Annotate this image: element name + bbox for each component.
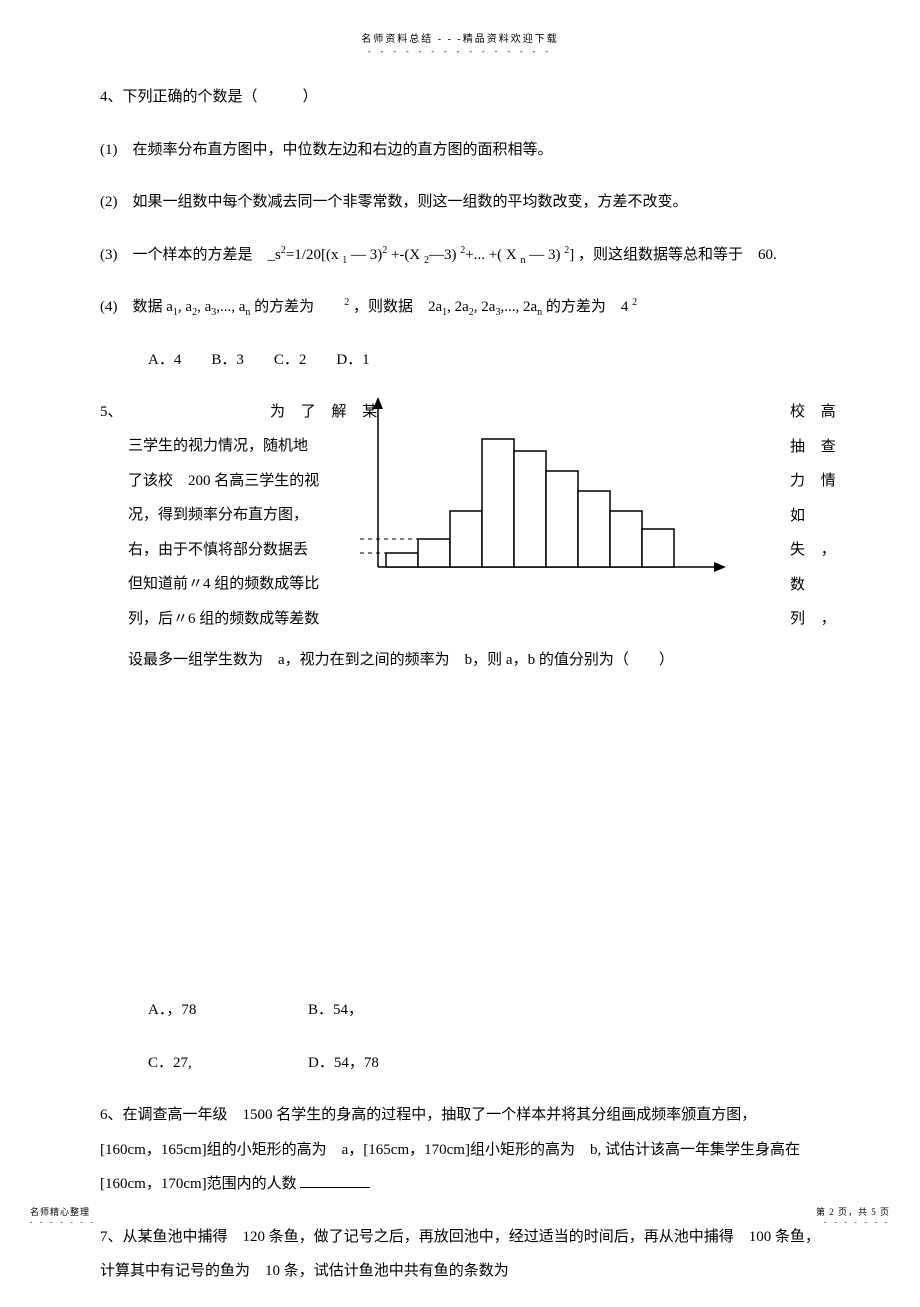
q4-stem: 4、下列正确的个数是（ ） <box>100 80 820 115</box>
q5-r4: 失 ， <box>790 533 850 568</box>
q4-s1: (1) 在频率分布直方图中，中位数左边和右边的直方图的面积相等。 <box>100 133 820 168</box>
q4-options: A．4 B．3 C．2 D．1 <box>148 343 820 378</box>
q5-r6: 列 ， <box>790 602 850 637</box>
q5-opts-row1: A．，78B．54， <box>148 993 820 1028</box>
q5-l6: 列，后〃6 组的频数成等差数 <box>128 602 340 637</box>
q5-r2: 力 情 <box>790 464 850 499</box>
q5-l4: 右，由于不慎将部分数据丢 <box>128 533 340 568</box>
header-text: 名师资料总结 - - -精品资料欢迎下载 <box>0 30 920 45</box>
blank-line <box>300 1173 370 1188</box>
footer-left: 名师精心整理 - - - - - - - <box>30 1205 96 1226</box>
q5-opts-row2: C．27,D．54，78 <box>148 1046 820 1081</box>
q4-s3: (3) 一个样本的方差是 _s2=1/20[(x 1 — 3)2 +-(X 2—… <box>100 238 820 273</box>
q6: 6、在调查高一年级 1500 名学生的身高的过程中，抽取了一个样本并将其分组画成… <box>100 1098 820 1202</box>
q4-s4: (4) 数据 a1, a2, a3,..., an 的方差为 2 ，则数据 2a… <box>100 290 820 325</box>
footer-right: 第 2 页，共 5 页 - - - - - - - <box>816 1205 890 1226</box>
q5-l3: 况，得到频率分布直方图， <box>128 498 340 533</box>
q5-l1: 三学生的视力情况，随机地 <box>128 429 340 464</box>
header-dots: - - - - - - - - - - - - - - - <box>0 47 920 56</box>
q4-s2: (2) 如果一组数中每个数减去同一个非零常数，则这一组数的平均数改变，方差不改变… <box>100 185 820 220</box>
page-content: 4、下列正确的个数是（ ） (1) 在频率分布直方图中，中位数左边和右边的直方图… <box>100 80 820 1307</box>
q5-l5: 但知道前〃4 组的频数成等比 <box>128 567 340 602</box>
q5-line0-num: 5、 <box>100 395 123 430</box>
q7: 7、从某鱼池中捕得 120 条鱼，做了记号之后，再放回池中，经过适当的时间后，再… <box>100 1220 820 1289</box>
q5-r0: 校 高 <box>790 395 850 430</box>
q5-r5: 数 <box>790 568 850 603</box>
q5-l7: 设最多一组学生数为 a，视力在到之间的频率为 b，则 a，b 的值分别为（ ） <box>128 643 848 678</box>
q5-r1: 抽 查 <box>790 430 850 465</box>
q5-block: 5、 为 了 解 某 三学生的视力情况，随机地 了该校 200 名高三学生的视 … <box>100 395 820 695</box>
q5-l2: 了该校 200 名高三学生的视 <box>128 464 340 499</box>
histogram-chart <box>358 397 728 587</box>
q5-r3: 如 <box>790 499 850 534</box>
